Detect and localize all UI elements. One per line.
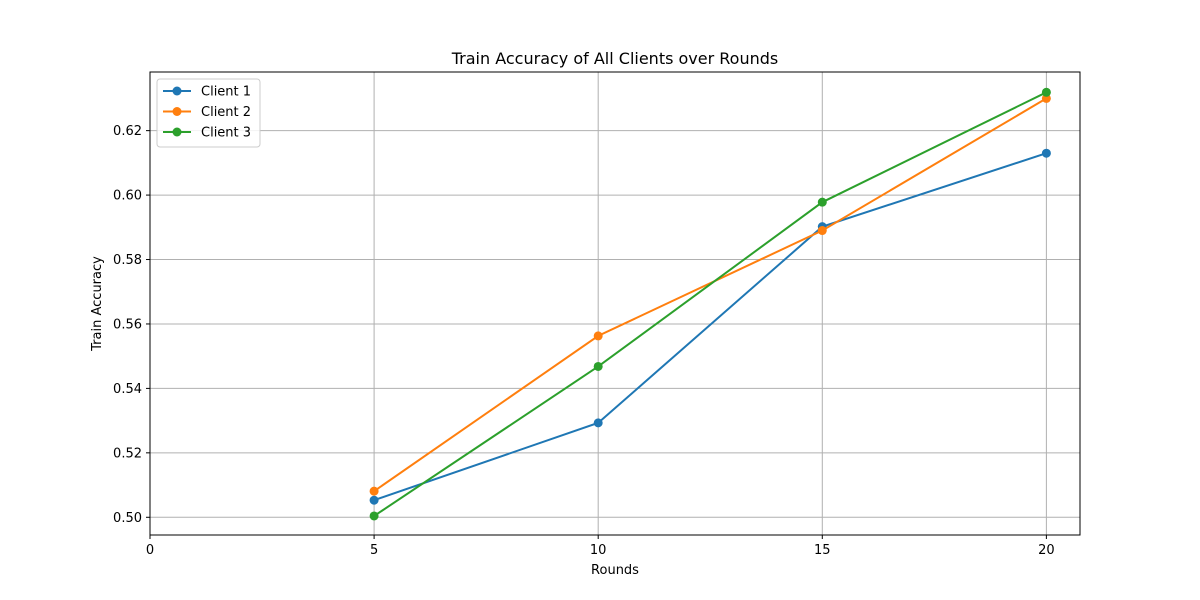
data-point xyxy=(593,361,603,371)
y-axis: 0.50 0.52 0.54 0.56 0.58 0.60 0.62 xyxy=(113,124,150,526)
legend-label: Client 1 xyxy=(201,85,251,100)
x-tick-label: 15 xyxy=(814,543,831,558)
series-2 xyxy=(369,93,1051,496)
series-line xyxy=(373,91,1047,517)
data-point xyxy=(369,495,379,505)
x-tick-label: 5 xyxy=(370,543,378,558)
plot-frame xyxy=(149,71,1081,536)
legend-item: Client 3 xyxy=(163,126,251,141)
data-point xyxy=(593,331,603,341)
x-tick-label: 0 xyxy=(146,543,154,558)
x-axis: 0 5 10 15 20 xyxy=(146,535,1055,558)
data-point xyxy=(369,511,379,521)
x-tick-label: 20 xyxy=(1038,543,1055,558)
y-tick-label: 0.50 xyxy=(113,511,142,526)
y-tick-label: 0.62 xyxy=(113,124,142,139)
x-axis-label: Rounds xyxy=(591,563,639,578)
legend-item: Client 1 xyxy=(163,85,251,100)
legend-label: Client 2 xyxy=(201,105,251,120)
series-3 xyxy=(369,87,1051,521)
y-tick-label: 0.56 xyxy=(113,317,142,332)
legend: Client 1 Client 2 Client 3 xyxy=(156,78,261,148)
y-tick-label: 0.58 xyxy=(113,253,142,268)
legend-marker xyxy=(172,107,182,116)
data-point xyxy=(817,226,827,236)
legend-item: Client 2 xyxy=(163,105,251,120)
data-point xyxy=(817,197,827,207)
x-tick-label: 10 xyxy=(590,543,607,558)
series-layer xyxy=(369,87,1051,521)
series-line xyxy=(373,97,1047,493)
legend-marker xyxy=(172,127,182,137)
legend-marker xyxy=(172,86,182,96)
y-tick-label: 0.60 xyxy=(113,189,142,204)
y-axis-label: Train Accuracy xyxy=(90,256,105,352)
data-point xyxy=(593,418,603,428)
grid xyxy=(149,72,1080,535)
y-tick-label: 0.52 xyxy=(113,446,142,461)
legend-label: Client 3 xyxy=(201,126,251,141)
data-point xyxy=(1041,148,1051,158)
legend-box xyxy=(156,78,261,148)
series-line xyxy=(373,152,1047,502)
chart-title: Train Accuracy of All Clients over Round… xyxy=(451,49,779,68)
y-tick-label: 0.54 xyxy=(113,382,142,397)
data-point xyxy=(1041,87,1051,97)
data-point xyxy=(369,486,379,496)
